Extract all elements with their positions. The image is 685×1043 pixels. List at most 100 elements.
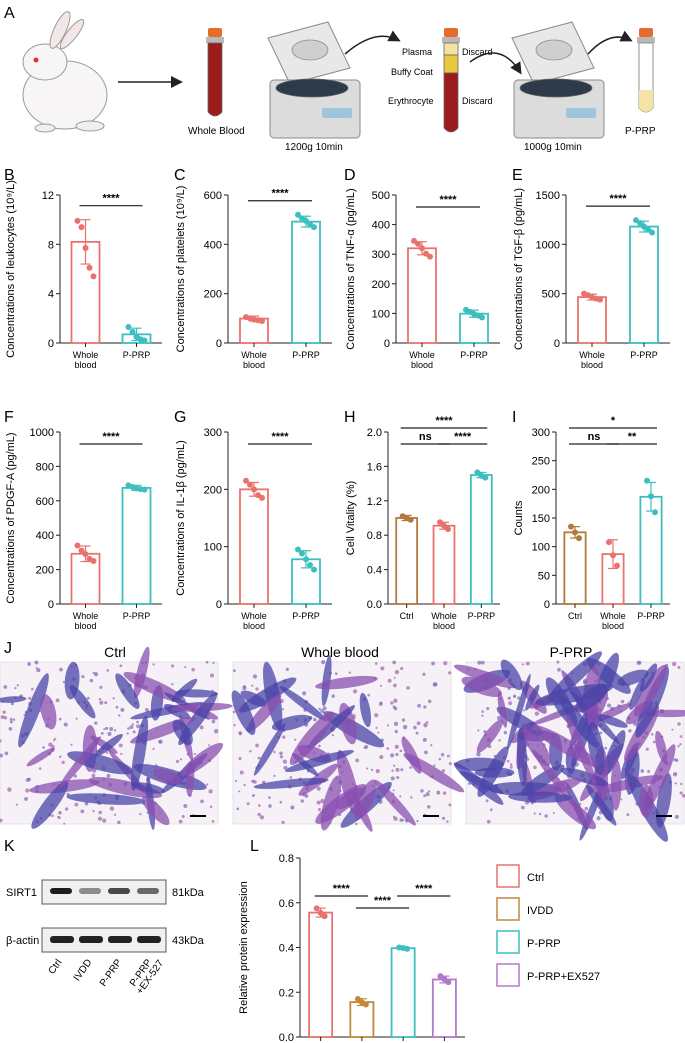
- cell-nucleus: [249, 750, 252, 753]
- bar: [563, 531, 587, 605]
- stained-cell: [640, 663, 658, 692]
- cell-nucleus: [152, 663, 155, 666]
- data-point: [307, 562, 313, 569]
- cell-nucleus: [679, 742, 682, 746]
- cell-nucleus: [199, 725, 204, 730]
- cell-nucleus: [243, 685, 247, 688]
- cell-nucleus: [259, 815, 265, 820]
- stained-cell: [115, 673, 140, 709]
- cell-nucleus: [481, 714, 484, 717]
- cell-nucleus: [75, 717, 78, 720]
- data-point: [82, 245, 89, 252]
- y-tick-label: 1.2: [367, 496, 382, 508]
- stained-cell: [315, 675, 378, 690]
- cell-nucleus: [320, 709, 325, 714]
- cell-nucleus: [178, 819, 183, 824]
- cell-nucleus: [233, 669, 236, 673]
- spin1-label: 1200g 10min: [285, 142, 343, 153]
- data-point: [427, 253, 433, 260]
- cell-nucleus: [273, 774, 276, 777]
- stained-cell: [453, 664, 516, 689]
- spin2-label: 1000g 10min: [524, 142, 582, 153]
- discard2-label: Discard: [462, 96, 493, 106]
- cell-nucleus: [7, 787, 12, 792]
- erythrocyte-label: Erythrocyte: [388, 96, 434, 106]
- data-point: [362, 1001, 369, 1008]
- cell-nucleus: [238, 790, 241, 793]
- cell-nucleus: [673, 758, 677, 762]
- cell-nucleus: [363, 746, 366, 749]
- x-tick-label: Whole: [73, 350, 99, 360]
- cell-nucleus: [258, 804, 261, 807]
- sig-label: ****: [271, 188, 289, 200]
- cell-nucleus: [184, 666, 187, 669]
- stained-cell: [617, 669, 649, 686]
- cell-nucleus: [211, 719, 216, 724]
- cell-nucleus: [25, 788, 30, 793]
- cell-nucleus: [117, 820, 121, 825]
- stained-cell: [95, 733, 123, 757]
- stained-cell: [523, 729, 551, 767]
- cell-nucleus: [279, 800, 283, 804]
- legend-label-prp: P-PRP: [527, 938, 561, 950]
- cell-nucleus: [393, 816, 398, 821]
- cell-nucleus: [104, 701, 108, 705]
- data-point: [129, 328, 136, 335]
- sig-label: ****: [271, 431, 289, 443]
- stained-cell: [497, 691, 508, 728]
- cell-nucleus: [59, 755, 62, 758]
- cell-nucleus: [620, 798, 623, 801]
- cell-nucleus: [0, 715, 5, 719]
- micrograph-whole-blood: [231, 655, 465, 832]
- cell-nucleus: [243, 783, 246, 787]
- stained-cell: [586, 784, 617, 826]
- y-tick-label: 0.6: [279, 898, 294, 910]
- cell-nucleus: [321, 660, 326, 665]
- stained-cell: [18, 673, 49, 748]
- x-tick-label: blood: [433, 621, 455, 631]
- x-tick-label: P-PRP: [292, 350, 320, 360]
- cell-nucleus: [181, 815, 185, 819]
- data-point: [648, 493, 654, 500]
- y-tick-label: 800: [36, 461, 54, 473]
- data-point: [479, 314, 485, 321]
- cell-nucleus: [366, 767, 369, 770]
- cell-nucleus: [432, 682, 437, 687]
- data-point: [82, 551, 89, 558]
- x-tick-label: Ctrl: [568, 611, 582, 621]
- rabbit-illustration: [22, 11, 108, 133]
- y-tick-label: 100: [372, 308, 390, 320]
- cell-nucleus: [395, 767, 400, 772]
- cell-nucleus: [448, 803, 452, 807]
- stained-cell: [321, 655, 332, 707]
- data-point: [295, 546, 301, 553]
- cell-nucleus: [281, 708, 285, 711]
- cell-nucleus: [2, 710, 6, 714]
- bar: [308, 911, 334, 1038]
- micrograph-prp: [453, 651, 685, 842]
- stained-cell: [655, 773, 672, 828]
- stained-cell: [58, 736, 101, 789]
- cell-nucleus: [640, 769, 645, 773]
- stained-cell: [506, 673, 531, 751]
- data-point: [86, 264, 93, 271]
- stained-cell: [31, 781, 69, 829]
- data-point: [568, 523, 574, 530]
- cell-nucleus: [436, 790, 441, 795]
- cell-nucleus: [399, 818, 404, 822]
- cell-nucleus: [281, 820, 285, 825]
- stained-cell: [535, 683, 614, 706]
- cell-nucleus: [16, 684, 19, 687]
- y-tick-label: 0.0: [367, 599, 382, 611]
- cell-nucleus: [279, 751, 283, 756]
- data-point: [303, 217, 309, 224]
- band-sirt1: [79, 888, 101, 894]
- cell-nucleus: [114, 813, 117, 816]
- cell-nucleus: [557, 667, 561, 672]
- cell-nucleus: [99, 700, 104, 705]
- stained-cell: [453, 762, 504, 805]
- cell-nucleus: [36, 667, 41, 673]
- cell-nucleus: [285, 667, 289, 671]
- cell-nucleus: [390, 776, 395, 781]
- cell-nucleus: [355, 758, 360, 763]
